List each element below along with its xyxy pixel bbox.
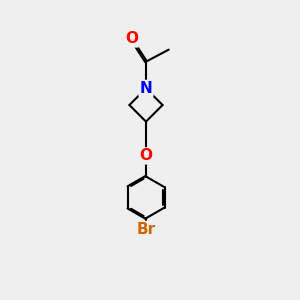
Text: O: O xyxy=(140,148,152,164)
Text: O: O xyxy=(125,32,138,46)
Text: Br: Br xyxy=(136,222,155,237)
Text: N: N xyxy=(140,81,152,96)
